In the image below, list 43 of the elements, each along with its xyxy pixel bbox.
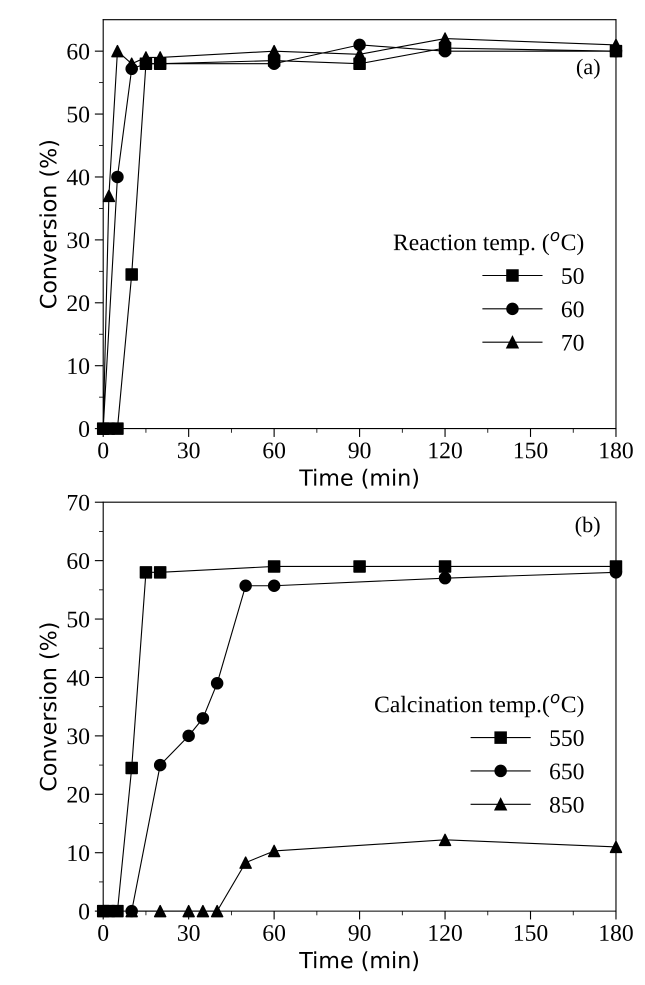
x-tick-label: 0 xyxy=(98,925,108,941)
annotation: (a) xyxy=(576,58,600,79)
x-tick-label: 150 xyxy=(514,442,548,458)
x-tick-label: 0 xyxy=(98,442,108,458)
y-tick-label: 0 xyxy=(79,904,90,920)
x-tick-label: 150 xyxy=(514,925,548,941)
y-tick-label: 10 xyxy=(68,358,90,374)
y-tick-label: 40 xyxy=(66,670,90,686)
x-tick-label: 180 xyxy=(600,925,633,941)
y-axis-title: Conversion (%) xyxy=(39,624,60,790)
x-tick-label: 60 xyxy=(263,442,286,458)
x-tick-label: 30 xyxy=(178,925,200,941)
y-tick-label: 30 xyxy=(68,728,90,744)
legend-label: 70 xyxy=(562,334,584,351)
x-axis-title: Time (min) xyxy=(299,468,418,489)
x-tick-label: 30 xyxy=(178,442,200,458)
annotation: (b) xyxy=(576,516,600,537)
y-tick-label: 50 xyxy=(68,106,90,122)
y-tick-label: 20 xyxy=(67,295,90,312)
x-tick-label: 180 xyxy=(600,442,633,458)
x-axis-title: Time (min) xyxy=(299,951,418,972)
y-tick-label: 60 xyxy=(67,44,90,60)
legend-label: 850 xyxy=(550,796,584,813)
x-tick-label: 120 xyxy=(429,442,462,458)
legend-label: 60 xyxy=(562,301,584,318)
legend-label: 50 xyxy=(562,268,584,284)
x-tick-label: 120 xyxy=(429,925,462,941)
y-tick-label: 60 xyxy=(67,553,90,570)
y-tick-label: 30 xyxy=(68,232,90,248)
x-tick-label: 90 xyxy=(348,925,370,941)
y-axis-title: Conversion (%) xyxy=(39,141,60,308)
legend-label: 550 xyxy=(550,730,584,746)
legend-title: Reaction temp. ($^{o}$C) xyxy=(394,232,584,256)
y-tick-label: 50 xyxy=(68,612,90,628)
x-tick-label: 60 xyxy=(263,925,286,941)
y-tick-label: 0 xyxy=(79,421,90,438)
y-tick-label: 10 xyxy=(68,845,90,862)
legend-title: Calcination temp.($^{o}$C) xyxy=(375,694,584,718)
y-tick-label: 40 xyxy=(66,169,90,186)
y-tick-label: 20 xyxy=(67,786,90,803)
x-tick-label: 90 xyxy=(348,442,370,458)
y-tick-label: 70 xyxy=(68,494,90,511)
legend-label: 650 xyxy=(550,763,584,780)
